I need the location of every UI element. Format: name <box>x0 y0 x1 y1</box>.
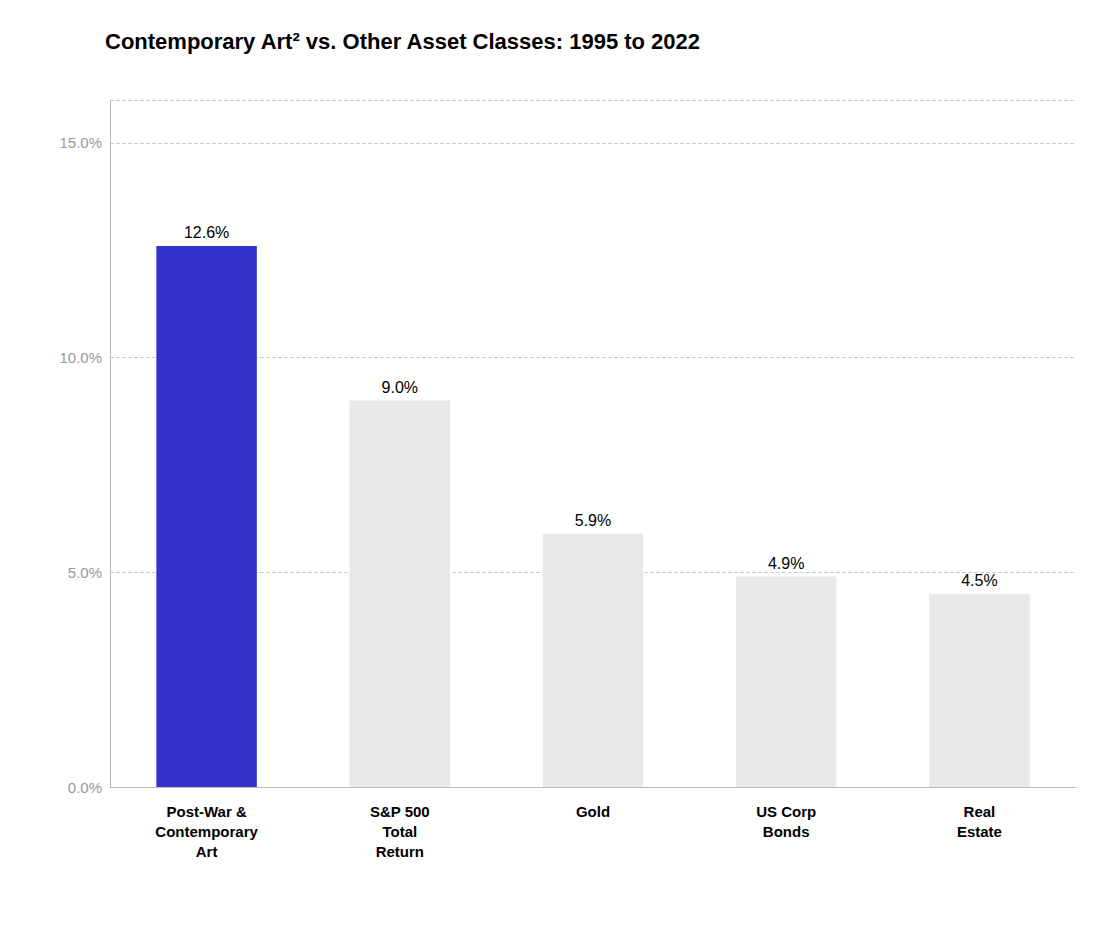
svg-text:0.0%: 0.0% <box>68 779 102 796</box>
svg-text:10.0%: 10.0% <box>59 349 102 366</box>
svg-text:Return: Return <box>376 843 424 860</box>
svg-text:Estate: Estate <box>957 823 1002 840</box>
svg-text:Post-War &: Post-War & <box>166 803 246 820</box>
svg-text:Contemporary: Contemporary <box>155 823 258 840</box>
svg-text:Contemporary Art² vs. Other As: Contemporary Art² vs. Other Asset Classe… <box>105 29 700 54</box>
svg-text:4.9%: 4.9% <box>768 555 804 572</box>
svg-text:15.0%: 15.0% <box>59 134 102 151</box>
svg-text:5.9%: 5.9% <box>575 512 611 529</box>
svg-text:S&P 500: S&P 500 <box>370 803 430 820</box>
svg-text:9.0%: 9.0% <box>382 379 418 396</box>
svg-text:Real: Real <box>964 803 996 820</box>
svg-text:4.5%: 4.5% <box>961 572 997 589</box>
svg-text:12.6%: 12.6% <box>184 224 229 241</box>
svg-text:5.0%: 5.0% <box>68 564 102 581</box>
svg-text:Gold: Gold <box>576 803 610 820</box>
svg-text:Bonds: Bonds <box>763 823 810 840</box>
svg-text:US Corp: US Corp <box>756 803 816 820</box>
svg-text:Art: Art <box>196 843 218 860</box>
svg-text:Total: Total <box>382 823 417 840</box>
